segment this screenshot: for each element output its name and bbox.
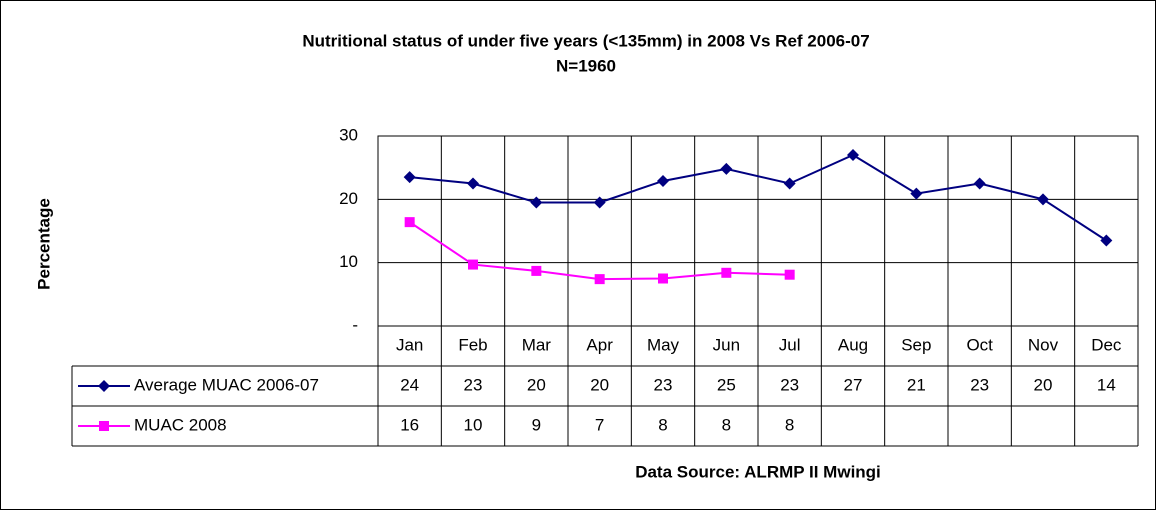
table-value: 20 bbox=[590, 375, 609, 394]
data-point bbox=[531, 265, 542, 276]
legend-label: MUAC 2008 bbox=[134, 415, 227, 434]
data-point bbox=[847, 149, 859, 161]
x-tick-label: Jul bbox=[779, 335, 801, 354]
x-tick-label: May bbox=[647, 335, 680, 354]
table-value: 16 bbox=[400, 415, 419, 434]
table-value: 23 bbox=[780, 375, 799, 394]
table-value: 27 bbox=[844, 375, 863, 394]
data-point bbox=[468, 259, 478, 270]
data-point bbox=[783, 177, 796, 190]
data-point bbox=[530, 196, 543, 209]
table-value: 23 bbox=[970, 375, 989, 394]
data-point bbox=[720, 162, 733, 175]
x-tick-label: Jan bbox=[396, 335, 423, 354]
x-tick-label: Dec bbox=[1091, 335, 1122, 354]
legend-label: Average MUAC 2006-07 bbox=[134, 375, 319, 394]
series-line bbox=[409, 153, 1107, 242]
data-point bbox=[403, 171, 416, 184]
y-tick-label: 30 bbox=[339, 125, 358, 144]
y-axis-label: Percentage bbox=[34, 198, 53, 290]
data-point bbox=[784, 269, 795, 280]
data-point bbox=[910, 187, 923, 200]
table-value: 8 bbox=[658, 415, 667, 434]
legend-marker bbox=[99, 421, 109, 431]
chart-title: Nutritional status of under five years (… bbox=[302, 31, 869, 50]
table-value: 20 bbox=[1034, 375, 1053, 394]
table-value: 23 bbox=[464, 375, 483, 394]
x-tick-label: Apr bbox=[586, 335, 613, 354]
x-tick-label: Nov bbox=[1028, 335, 1059, 354]
table-value: 8 bbox=[785, 415, 794, 434]
y-tick-label: 20 bbox=[339, 189, 358, 208]
y-tick-label: 10 bbox=[339, 252, 358, 271]
y-tick-label: - bbox=[352, 315, 358, 334]
legend-marker bbox=[98, 380, 110, 392]
data-point bbox=[973, 177, 986, 190]
data-point bbox=[594, 274, 605, 285]
data-point bbox=[467, 177, 479, 190]
chart-subtitle: N=1960 bbox=[556, 56, 616, 75]
data-point bbox=[404, 217, 415, 228]
table-value: 7 bbox=[595, 415, 604, 434]
data-point bbox=[593, 196, 606, 209]
x-tick-label: Jun bbox=[713, 335, 740, 354]
data-point bbox=[1037, 193, 1049, 206]
data-point bbox=[657, 174, 669, 187]
data-point bbox=[658, 273, 668, 284]
data-point bbox=[1100, 234, 1113, 247]
table-value: 9 bbox=[532, 415, 541, 434]
x-tick-label: Oct bbox=[966, 335, 993, 354]
table-value: 24 bbox=[400, 375, 419, 394]
x-tick-label: Aug bbox=[838, 335, 868, 354]
table-value: 20 bbox=[527, 375, 546, 394]
table-value: 10 bbox=[464, 415, 483, 434]
table-value: 23 bbox=[654, 375, 673, 394]
table-value: 14 bbox=[1097, 375, 1116, 394]
x-tick-label: Feb bbox=[458, 335, 487, 354]
x-tick-label: Sep bbox=[901, 335, 931, 354]
source-note: Data Source: ALRMP II Mwingi bbox=[635, 462, 881, 481]
table-value: 25 bbox=[717, 375, 736, 394]
x-tick-label: Mar bbox=[522, 335, 552, 354]
table-value: 8 bbox=[722, 415, 731, 434]
data-point bbox=[721, 267, 732, 278]
table-value: 21 bbox=[907, 375, 926, 394]
